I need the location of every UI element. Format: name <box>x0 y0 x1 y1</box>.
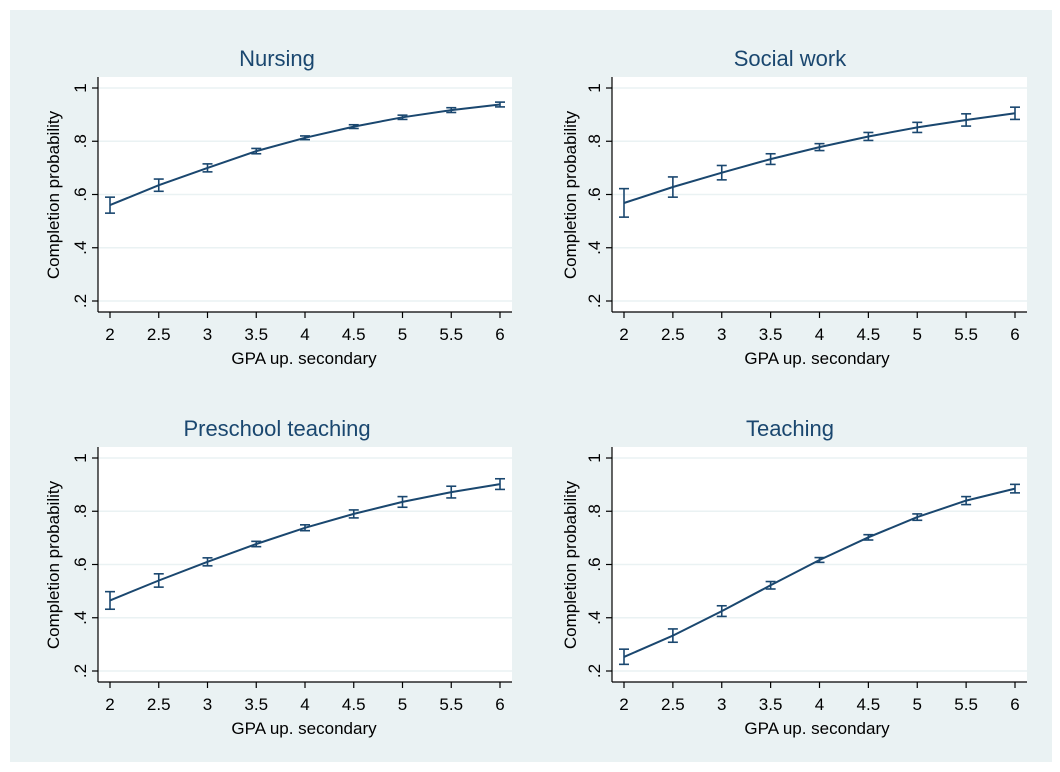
x-axis-title: GPA up. secondary <box>744 349 890 368</box>
y-tick-label: .2 <box>585 664 604 678</box>
x-tick-label: 5.5 <box>439 695 463 714</box>
series-line <box>109 103 501 207</box>
x-tick-label: 2.5 <box>147 325 171 344</box>
y-axis-title: Completion probability <box>44 110 63 279</box>
x-axis-title: GPA up. secondary <box>231 719 377 738</box>
panel-title: Preschool teaching <box>183 416 370 441</box>
x-axis-title: GPA up. secondary <box>744 719 890 738</box>
y-tick-label: 1 <box>71 453 90 462</box>
x-tick-label: 3.5 <box>759 695 783 714</box>
x-tick-label: 6 <box>495 695 504 714</box>
x-tick-label: 3 <box>717 325 726 344</box>
y-tick-label: .6 <box>585 187 604 201</box>
y-tick-label: .4 <box>71 611 90 625</box>
y-tick-label: 1 <box>585 453 604 462</box>
x-tick-label: 4 <box>300 325 309 344</box>
x-tick-label: 4.5 <box>857 325 881 344</box>
x-tick-label: 6 <box>1010 695 1019 714</box>
series-line <box>623 112 1016 204</box>
x-tick-label: 2.5 <box>661 325 685 344</box>
x-tick-label: 2 <box>619 695 628 714</box>
y-tick-label: .2 <box>585 294 604 308</box>
x-tick-label: 3.5 <box>244 695 268 714</box>
x-tick-label: 4.5 <box>342 325 366 344</box>
y-tick-label: 1 <box>71 83 90 92</box>
x-tick-label: 6 <box>495 325 504 344</box>
y-tick-label: .6 <box>585 557 604 571</box>
y-tick-label: .2 <box>71 664 90 678</box>
y-axis-title: Completion probability <box>44 480 63 649</box>
series-line <box>109 483 501 602</box>
x-tick-label: 2 <box>105 325 114 344</box>
x-tick-label: 2 <box>105 695 114 714</box>
x-tick-label: 5 <box>913 695 922 714</box>
x-tick-label: 5 <box>913 325 922 344</box>
y-tick-label: .8 <box>585 134 604 148</box>
x-tick-label: 2.5 <box>147 695 171 714</box>
panel-title: Teaching <box>746 416 834 441</box>
panel-nursing: Nursing GPA up. secondary Completion pro… <box>44 46 512 368</box>
x-tick-label: 5 <box>398 325 407 344</box>
panel-title: Social work <box>734 46 847 71</box>
x-tick-label: 3 <box>203 325 212 344</box>
y-tick-label: .8 <box>585 504 604 518</box>
x-tick-label: 3 <box>717 695 726 714</box>
x-tick-label: 4 <box>300 695 309 714</box>
x-tick-label: 4 <box>815 325 824 344</box>
x-tick-label: 5.5 <box>954 325 978 344</box>
x-tick-label: 5.5 <box>439 325 463 344</box>
x-tick-label: 3.5 <box>244 325 268 344</box>
x-tick-label: 4.5 <box>857 695 881 714</box>
x-tick-label: 2 <box>619 325 628 344</box>
panel-title: Nursing <box>239 46 315 71</box>
y-tick-label: .6 <box>71 557 90 571</box>
x-tick-label: 2.5 <box>661 695 685 714</box>
x-tick-label: 4.5 <box>342 695 366 714</box>
x-tick-label: 3 <box>203 695 212 714</box>
x-tick-label: 4 <box>815 695 824 714</box>
y-tick-label: .4 <box>585 611 604 625</box>
y-tick-label: .8 <box>71 134 90 148</box>
panel-teaching: Teaching GPA up. secondary Completion pr… <box>561 416 1027 738</box>
series-line <box>623 487 1016 658</box>
y-axis-title: Completion probability <box>561 480 580 649</box>
x-tick-label: 5.5 <box>954 695 978 714</box>
x-tick-label: 5 <box>398 695 407 714</box>
x-axis-title: GPA up. secondary <box>231 349 377 368</box>
x-tick-label: 3.5 <box>759 325 783 344</box>
y-tick-label: .6 <box>71 187 90 201</box>
panel-social-work: Social work GPA up. secondary Completion… <box>561 46 1027 368</box>
y-tick-label: 1 <box>585 83 604 92</box>
y-tick-label: .4 <box>71 241 90 255</box>
y-axis-title: Completion probability <box>561 110 580 279</box>
x-tick-label: 6 <box>1010 325 1019 344</box>
y-tick-label: .8 <box>71 504 90 518</box>
y-tick-label: .4 <box>585 241 604 255</box>
panel-preschool-teaching: Preschool teaching GPA up. secondary Com… <box>44 416 512 738</box>
y-tick-label: .2 <box>71 294 90 308</box>
